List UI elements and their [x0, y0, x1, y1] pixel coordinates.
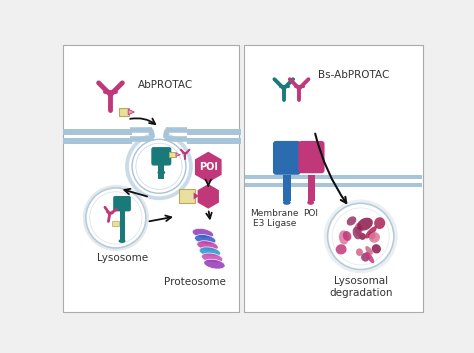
Text: Proteosome: Proteosome: [164, 277, 226, 287]
Ellipse shape: [283, 200, 291, 205]
Circle shape: [86, 188, 146, 248]
Ellipse shape: [353, 227, 362, 239]
Bar: [149, 128, 169, 144]
FancyBboxPatch shape: [273, 141, 301, 175]
FancyBboxPatch shape: [179, 189, 195, 203]
Bar: [120, 209, 125, 241]
Text: AbPROTAC: AbPROTAC: [137, 80, 193, 90]
Ellipse shape: [157, 170, 165, 175]
Bar: [308, 175, 315, 201]
Ellipse shape: [374, 217, 385, 229]
Circle shape: [132, 139, 186, 193]
Polygon shape: [128, 109, 134, 115]
Circle shape: [136, 143, 182, 190]
Ellipse shape: [199, 247, 220, 257]
FancyBboxPatch shape: [151, 147, 171, 166]
Polygon shape: [176, 153, 181, 156]
Bar: [245, 183, 421, 187]
Ellipse shape: [355, 223, 362, 236]
Ellipse shape: [365, 252, 374, 263]
Text: Bs-AbPROTAC: Bs-AbPROTAC: [319, 70, 390, 80]
Bar: [245, 175, 421, 179]
Ellipse shape: [336, 244, 346, 255]
Ellipse shape: [197, 241, 218, 251]
Ellipse shape: [357, 218, 373, 231]
Circle shape: [125, 132, 193, 200]
Polygon shape: [198, 184, 219, 209]
Ellipse shape: [365, 246, 373, 255]
Ellipse shape: [307, 200, 314, 205]
FancyBboxPatch shape: [119, 108, 129, 116]
Bar: [188, 128, 241, 135]
Bar: [188, 138, 241, 144]
Ellipse shape: [204, 259, 225, 269]
Ellipse shape: [368, 232, 375, 240]
Ellipse shape: [192, 228, 213, 238]
Text: POI: POI: [303, 209, 318, 218]
Ellipse shape: [339, 231, 349, 245]
Ellipse shape: [359, 233, 366, 240]
Ellipse shape: [372, 244, 381, 253]
FancyBboxPatch shape: [63, 45, 239, 312]
Text: Lysosomal
degradation: Lysosomal degradation: [329, 276, 392, 298]
Bar: [158, 165, 164, 179]
Polygon shape: [195, 152, 222, 183]
Ellipse shape: [194, 234, 216, 244]
FancyBboxPatch shape: [113, 196, 131, 211]
Ellipse shape: [369, 232, 380, 243]
FancyBboxPatch shape: [244, 45, 423, 312]
Ellipse shape: [356, 249, 363, 256]
Bar: [63, 138, 132, 144]
FancyBboxPatch shape: [112, 221, 118, 226]
Bar: [63, 128, 132, 135]
Ellipse shape: [346, 216, 356, 226]
Circle shape: [129, 136, 189, 196]
Circle shape: [328, 203, 394, 269]
Text: Membrane
E3 Ligase: Membrane E3 Ligase: [250, 209, 299, 228]
Ellipse shape: [118, 239, 126, 243]
Ellipse shape: [365, 226, 377, 239]
Circle shape: [332, 208, 389, 265]
Text: Lysosome: Lysosome: [97, 253, 148, 263]
Circle shape: [324, 199, 398, 273]
Circle shape: [83, 185, 149, 251]
FancyBboxPatch shape: [169, 152, 176, 157]
Ellipse shape: [343, 231, 351, 241]
Ellipse shape: [201, 253, 223, 263]
Text: POI: POI: [199, 162, 218, 172]
Bar: [283, 175, 291, 201]
FancyBboxPatch shape: [298, 141, 325, 173]
Circle shape: [90, 192, 142, 244]
Polygon shape: [194, 192, 199, 199]
Ellipse shape: [361, 253, 370, 262]
